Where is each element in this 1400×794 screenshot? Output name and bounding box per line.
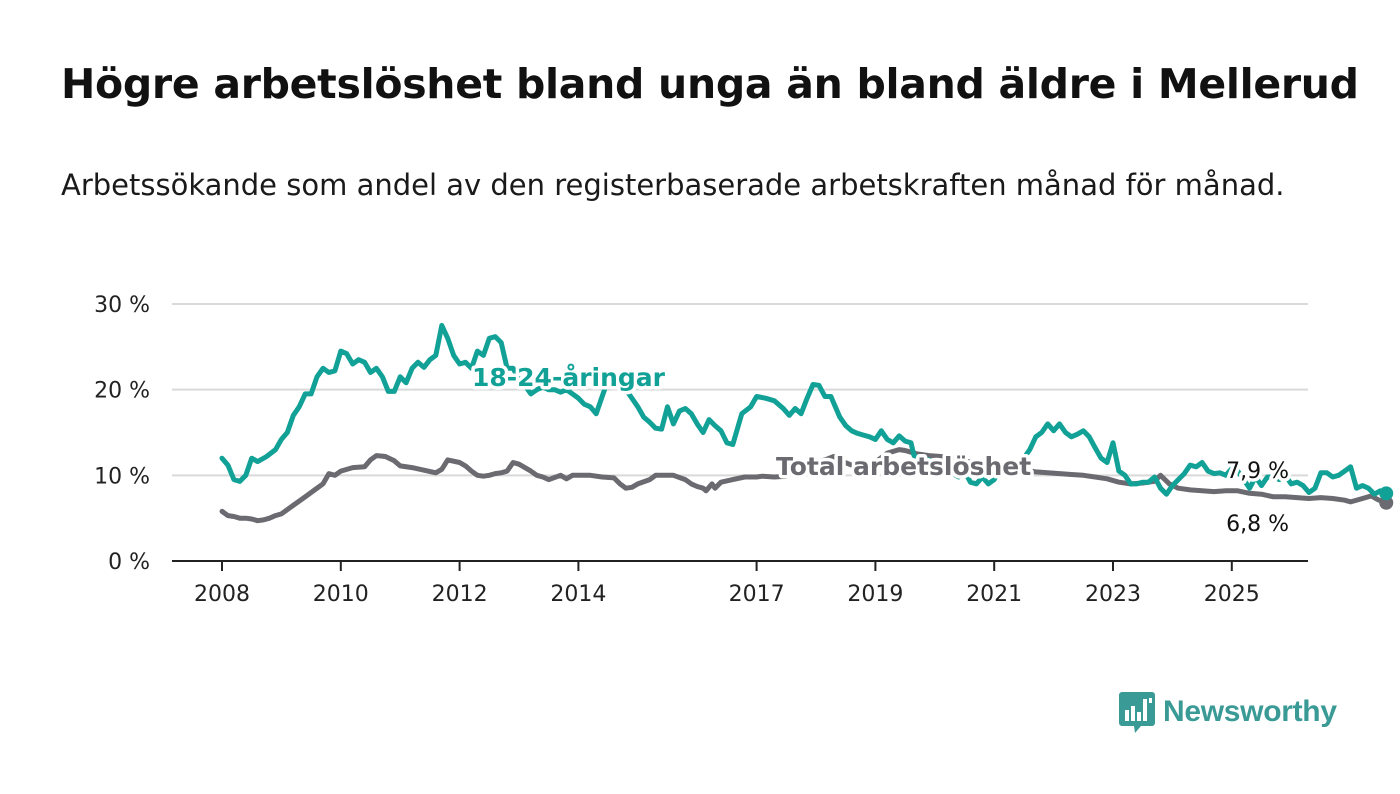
x-axis-ticks: 2008 2010 2012 2014 2017 2019 2021 2023 2025: [194, 561, 1260, 607]
x-tick-label: 2010: [313, 582, 369, 607]
x-tick-label: 2019: [847, 582, 903, 607]
series-line-youth: [219, 322, 1389, 497]
series-line-total: [219, 447, 1389, 524]
chart-subtitle: Arbetssökande som andel av den registerb…: [61, 168, 1285, 202]
x-tick-label: 2008: [194, 582, 250, 607]
chart-title: Högre arbetslöshet bland unga än bland ä…: [61, 60, 1359, 108]
gridlines: [172, 303, 1308, 562]
y-tick-label: 30 %: [94, 293, 150, 318]
newsworthy-logo: Newsworthy: [1119, 690, 1337, 734]
brand-name: Newsworthy: [1163, 695, 1337, 728]
y-tick-label: 20 %: [94, 379, 150, 404]
x-tick-label: 2017: [729, 582, 785, 607]
end-marker-youth: [1379, 486, 1394, 501]
end-label-youth-halo: 7,9 %: [1226, 459, 1289, 484]
y-axis-ticks: 0 % 10 % 20 % 30 %: [94, 293, 150, 575]
x-tick-label: 2014: [550, 582, 606, 607]
x-tick-label: 2021: [966, 582, 1022, 607]
end-label-youth: 7,9 %: [1226, 459, 1289, 484]
x-tick-label: 2023: [1085, 582, 1141, 607]
end-label-total: 6,8 %: [1226, 512, 1289, 537]
bar-chart-speech-bubble-icon: [1119, 692, 1155, 733]
y-tick-label: 10 %: [94, 464, 150, 489]
x-tick-label: 2025: [1204, 582, 1260, 607]
series-label-total: Total arbetslöshet: [776, 452, 1031, 481]
y-tick-label: 0 %: [108, 550, 150, 575]
series-lines: [219, 322, 1394, 524]
x-tick-label: 2012: [432, 582, 488, 607]
series-label-youth: 18-24-åringar: [472, 363, 666, 392]
series-label-youth-halo: 18-24-åringar: [472, 363, 666, 392]
series-label-total-halo: Total arbetslöshet: [776, 452, 1031, 481]
end-label-total-halo: 6,8 %: [1226, 512, 1289, 537]
